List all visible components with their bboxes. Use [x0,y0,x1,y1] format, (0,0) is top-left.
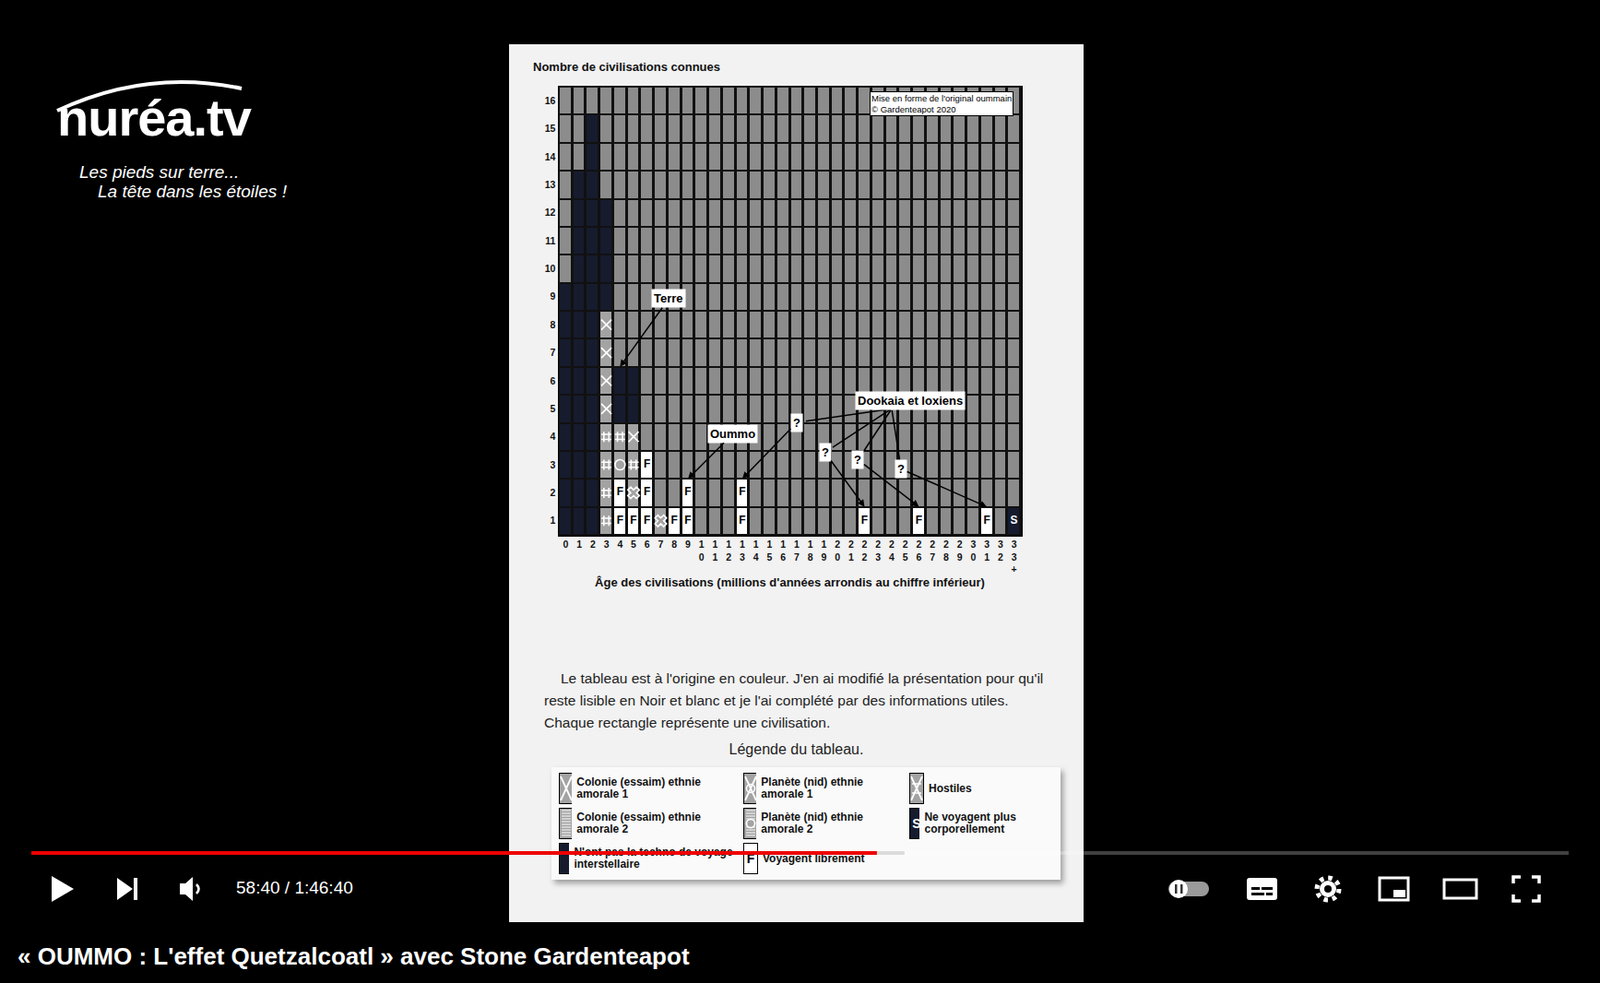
svg-text:32: 32 [997,538,1004,563]
svg-text:14: 14 [753,538,759,563]
svg-text:13: 13 [545,178,557,190]
svg-text:F: F [915,513,923,527]
html-text:La tête dans les étoiles !: La tête dans les étoiles ! [97,181,287,202]
svg-text:F: F [861,513,868,527]
svg-text:F: F [643,457,651,471]
html-text:58:40 / 1:46:40: 58:40 / 1:46:40 [236,877,354,898]
svg-text:11: 11 [712,538,719,563]
svg-text:S: S [1010,513,1019,527]
svg-text:Oummo: Oummo [710,426,756,441]
svg-text:F: F [616,513,624,527]
svg-text:F: F [746,851,756,866]
svg-text:8: 8 [671,538,677,550]
svg-text:F: F [616,485,624,498]
svg-text:4: 4 [616,538,623,550]
svg-text:16: 16 [545,94,557,107]
svg-text:30: 30 [971,538,977,563]
svg-text:15: 15 [766,538,772,563]
svg-text:17: 17 [794,538,800,563]
html-text:N'ont pas la techno de voyage: N'ont pas la techno de voyage interstell… [573,845,733,871]
svg-text:F: F [643,485,651,498]
html-text:Ne voyagent plus corporellemen: Ne voyagent plus corporellement [924,810,1017,836]
svg-text:5: 5 [630,538,637,550]
svg-text:Dookaia et Ioxiens: Dookaia et Ioxiens [857,393,963,408]
svg-text:3: 3 [604,538,610,550]
svg-text:Nombre de civilisations connue: Nombre de civilisations connues [533,59,721,74]
html-text:Planète (nid) ethnie amorale 1: Planète (nid) ethnie amorale 1 [761,775,864,801]
svg-text:9: 9 [685,538,691,550]
html-text:Les pieds sur terre...: Les pieds sur terre... [79,162,240,182]
svg-text:8: 8 [550,319,557,331]
svg-text:F: F [738,485,746,498]
svg-text:F: F [738,513,746,527]
html-text:Planète (nid) ethnie amorale 2: Planète (nid) ethnie amorale 2 [761,810,864,836]
html-text:nuréa.tv: nuréa.tv [57,88,251,147]
svg-text:Âge des civilisations (million: Âge des civilisations (millions d'années… [594,575,985,590]
html-text:Le tableau est à l'origine en: Le tableau est à l'origine en couleur. J… [544,670,1044,731]
svg-text:4: 4 [550,430,557,442]
svg-text:1: 1 [550,514,557,526]
html-text:Légende du tableau.: Légende du tableau. [728,741,864,758]
svg-text:F: F [684,485,691,498]
svg-text:?: ? [821,445,830,460]
svg-text:15: 15 [545,122,557,134]
svg-text:7: 7 [658,538,664,550]
html-text:Hostiles: Hostiles [928,781,972,795]
svg-text:6: 6 [644,538,651,550]
svg-text:18: 18 [807,538,814,563]
svg-text:23: 23 [875,538,881,563]
svg-text:26: 26 [916,538,923,563]
svg-text:1: 1 [576,538,582,550]
svg-text:33+: 33+ [1011,538,1018,575]
svg-text:5: 5 [550,402,557,415]
svg-text:F: F [671,513,678,527]
html-text:Colonie (essaim) ethnie amoral: Colonie (essaim) ethnie amorale 2 [576,810,701,836]
svg-text:2: 2 [590,538,596,550]
svg-text:F: F [684,513,691,527]
svg-text:Mise en forme de l'original ou: Mise en forme de l'original oummain© Gar… [871,93,1012,115]
svg-text:10: 10 [545,262,557,274]
svg-text:29: 29 [957,538,963,563]
svg-text:?: ? [793,415,801,430]
svg-text:22: 22 [862,538,868,563]
svg-text:?: ? [853,452,862,467]
svg-text:12: 12 [545,206,557,218]
svg-text:F: F [983,513,990,527]
svg-text:11: 11 [545,235,556,247]
html-text:Colonie (essaim) ethnie amoral: Colonie (essaim) ethnie amorale 1 [576,775,701,801]
svg-text:S: S [912,816,920,831]
svg-text:3: 3 [550,459,557,471]
svg-text:2: 2 [550,486,557,498]
svg-text:14: 14 [545,151,557,163]
svg-text:F: F [629,513,637,527]
svg-text:21: 21 [848,538,854,563]
svg-text:12: 12 [725,538,732,563]
svg-text:31: 31 [983,538,990,563]
svg-text:0: 0 [562,538,569,550]
svg-text:7: 7 [550,346,557,358]
svg-text:16: 16 [780,538,786,563]
svg-text:20: 20 [834,538,841,563]
svg-text:6: 6 [550,375,557,387]
svg-text:9: 9 [550,290,557,302]
svg-text:19: 19 [820,538,827,563]
svg-text:24: 24 [888,538,895,563]
svg-text:27: 27 [929,538,936,563]
svg-text:F: F [643,513,651,527]
html-text:Voyagent librement: Voyagent librement [762,851,865,865]
html-text:« OUMMO : L'effet Quetzalcoatl: « OUMMO : L'effet Quetzalcoatl » avec St… [17,942,690,971]
svg-text:25: 25 [902,538,909,563]
svg-text:10: 10 [699,538,705,563]
svg-text:?: ? [897,462,905,476]
svg-text:Terre: Terre [653,291,684,306]
svg-text:13: 13 [739,538,746,563]
svg-text:28: 28 [943,538,949,563]
